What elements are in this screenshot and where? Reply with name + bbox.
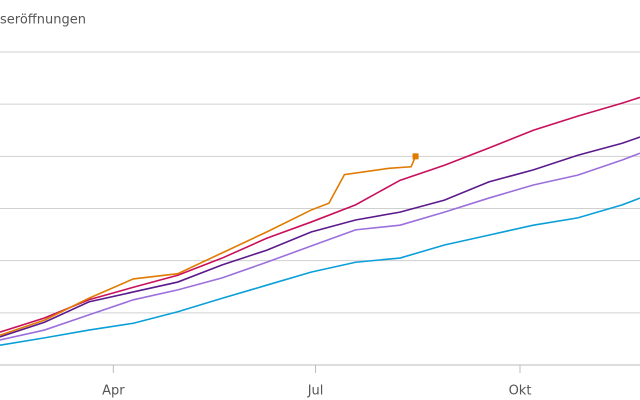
series-line xyxy=(0,136,640,338)
x-tick-label: Jul xyxy=(307,384,324,399)
series-line xyxy=(0,96,640,333)
x-tick-label: Okt xyxy=(509,384,532,399)
chart-title: seröffnungen xyxy=(0,13,86,28)
series-line xyxy=(0,197,640,346)
end-marker xyxy=(412,153,419,160)
series-line xyxy=(0,152,640,341)
x-tick-label: Apr xyxy=(102,384,125,399)
series-line xyxy=(0,156,417,337)
